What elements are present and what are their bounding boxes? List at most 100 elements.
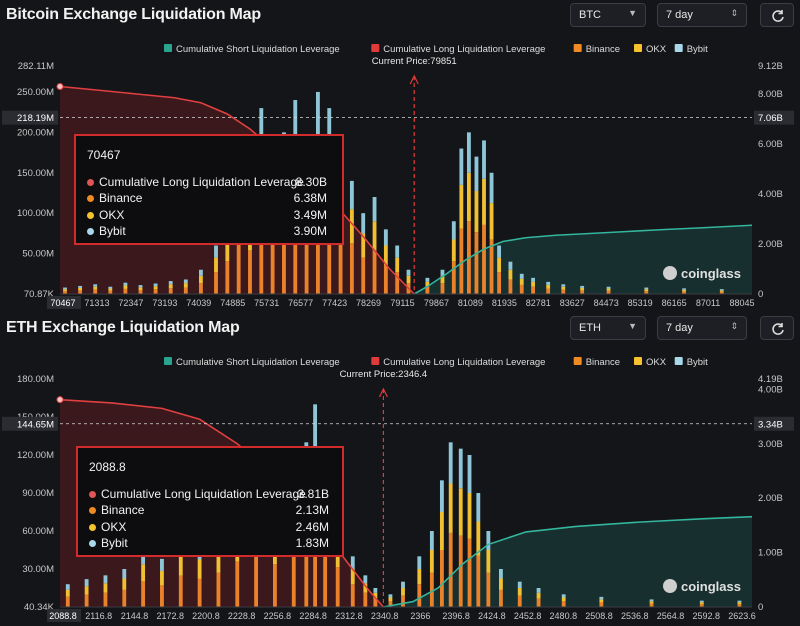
- page-title: ETH Exchange Liquidation Map: [6, 319, 240, 336]
- bar-binance: [536, 598, 541, 607]
- bar-okx: [519, 278, 524, 285]
- tooltip-value: 3.90M: [293, 224, 327, 238]
- x-tick-label: 2592.8: [692, 611, 720, 621]
- period-value: 7 day: [666, 322, 693, 334]
- bar-bybit: [466, 132, 471, 173]
- y-tick-right: 4.00B: [758, 384, 783, 395]
- crosshair-badge-right: [754, 110, 794, 125]
- refresh-button[interactable]: [760, 3, 794, 27]
- bar-bybit: [315, 91, 320, 143]
- bar-binance: [439, 550, 444, 607]
- x-tick-label: 79115: [390, 298, 414, 308]
- bar-stack: [198, 269, 203, 294]
- y-tick-left: 90.00M: [22, 488, 54, 499]
- bar-okx: [65, 589, 70, 597]
- period-select[interactable]: 7 day ⇕: [657, 3, 747, 27]
- x-tick-label: 85319: [628, 298, 653, 308]
- bar-stack: [476, 493, 481, 607]
- x-tick-label: 2116.8: [85, 611, 112, 621]
- bar-okx: [536, 592, 541, 599]
- bar-okx: [138, 287, 143, 290]
- bar-okx: [531, 281, 535, 287]
- symbol-value: BTC: [579, 9, 601, 21]
- symbol-value: ETH: [579, 322, 601, 334]
- bar-bybit: [65, 584, 70, 590]
- bar-stack: [214, 245, 218, 294]
- y-tick-left: 50.00M: [22, 249, 54, 260]
- tooltip-label: OKX: [101, 520, 127, 534]
- bar-bybit: [737, 600, 742, 603]
- legend-label: Bybit: [687, 44, 708, 55]
- bar-bybit: [214, 245, 218, 258]
- crosshair-label-left: 218.19M: [17, 113, 54, 124]
- bar-bybit: [546, 281, 551, 285]
- y-tick-right: 3.00B: [758, 439, 783, 450]
- tooltip-value: 8.30B: [295, 175, 327, 189]
- period-select[interactable]: 7 day ⇕: [657, 316, 747, 340]
- bar-okx: [84, 586, 89, 595]
- legend-swatch-icon: [674, 357, 683, 365]
- bar-binance: [649, 603, 654, 607]
- x-tick-label: 72347: [118, 298, 143, 308]
- bar-binance: [304, 532, 309, 607]
- bar-binance: [349, 243, 354, 294]
- tooltip-row-long: Cumulative Long Liquidation Leverage 3.8…: [89, 487, 329, 503]
- x-tick-label: 2536.8: [621, 611, 649, 621]
- bar-stack: [580, 285, 585, 294]
- refresh-button[interactable]: [760, 316, 794, 340]
- x-tick-label: 74885: [220, 298, 245, 308]
- bar-okx: [78, 287, 83, 291]
- x-tick-label: 2424.8: [478, 611, 506, 621]
- legend-dot-icon: [87, 179, 94, 186]
- bar-binance: [216, 572, 221, 607]
- symbol-select[interactable]: ETH ▼: [570, 316, 646, 340]
- bar-binance: [561, 601, 566, 607]
- bar-binance: [178, 575, 183, 607]
- tooltip-row-long: Cumulative Long Liquidation Leverage 8.3…: [87, 175, 327, 191]
- legend-dot-icon: [89, 540, 96, 547]
- bar-bybit: [361, 213, 366, 234]
- symbol-select[interactable]: BTC ▼: [570, 3, 646, 27]
- bar-stack: [531, 277, 535, 294]
- bar-stack: [606, 286, 611, 294]
- bar-bybit: [440, 269, 445, 276]
- bar-binance: [519, 284, 524, 294]
- bar-bybit: [93, 284, 98, 287]
- bar-binance: [498, 589, 503, 607]
- bar-bybit: [78, 285, 83, 288]
- bar-okx: [486, 550, 491, 573]
- bar-binance: [383, 264, 388, 294]
- bar-okx: [168, 284, 173, 289]
- bar-bybit: [439, 480, 444, 512]
- bar-binance: [270, 239, 275, 294]
- bar-binance: [313, 515, 318, 607]
- bar-binance: [63, 291, 67, 294]
- bar-stack: [699, 600, 704, 607]
- bar-okx: [489, 203, 494, 240]
- bar-okx: [467, 493, 472, 539]
- bar-bybit: [122, 569, 127, 579]
- bar-stack: [141, 550, 146, 607]
- bar-okx: [401, 588, 405, 596]
- bar-stack: [448, 442, 453, 607]
- bar-stack: [451, 221, 456, 294]
- bar-bybit: [482, 140, 486, 179]
- bar-okx: [122, 578, 127, 590]
- bar-bybit: [536, 588, 541, 593]
- tooltip-value: 3.49M: [293, 208, 327, 222]
- x-tick-label: 75731: [254, 298, 279, 308]
- bar-okx: [183, 283, 188, 288]
- legend-swatch-icon: [634, 44, 642, 52]
- bar-okx: [406, 275, 411, 284]
- crosshair-label-right: 7.06B: [758, 113, 783, 124]
- chevron-down-icon: ▼: [628, 321, 637, 331]
- legend-dot-icon: [89, 491, 96, 498]
- bar-bybit: [327, 108, 332, 155]
- tooltip-value: 3.81B: [297, 487, 329, 501]
- x-tick-label: 81935: [492, 298, 517, 308]
- chart-legend: Cumulative Short Liquidation Leverage Cum…: [164, 357, 708, 368]
- bar-stack: [395, 245, 400, 294]
- legend-label: Cumulative Long Liquidation Leverage: [383, 357, 545, 368]
- bar-okx: [580, 287, 585, 291]
- legend-item: Bybit: [674, 357, 708, 368]
